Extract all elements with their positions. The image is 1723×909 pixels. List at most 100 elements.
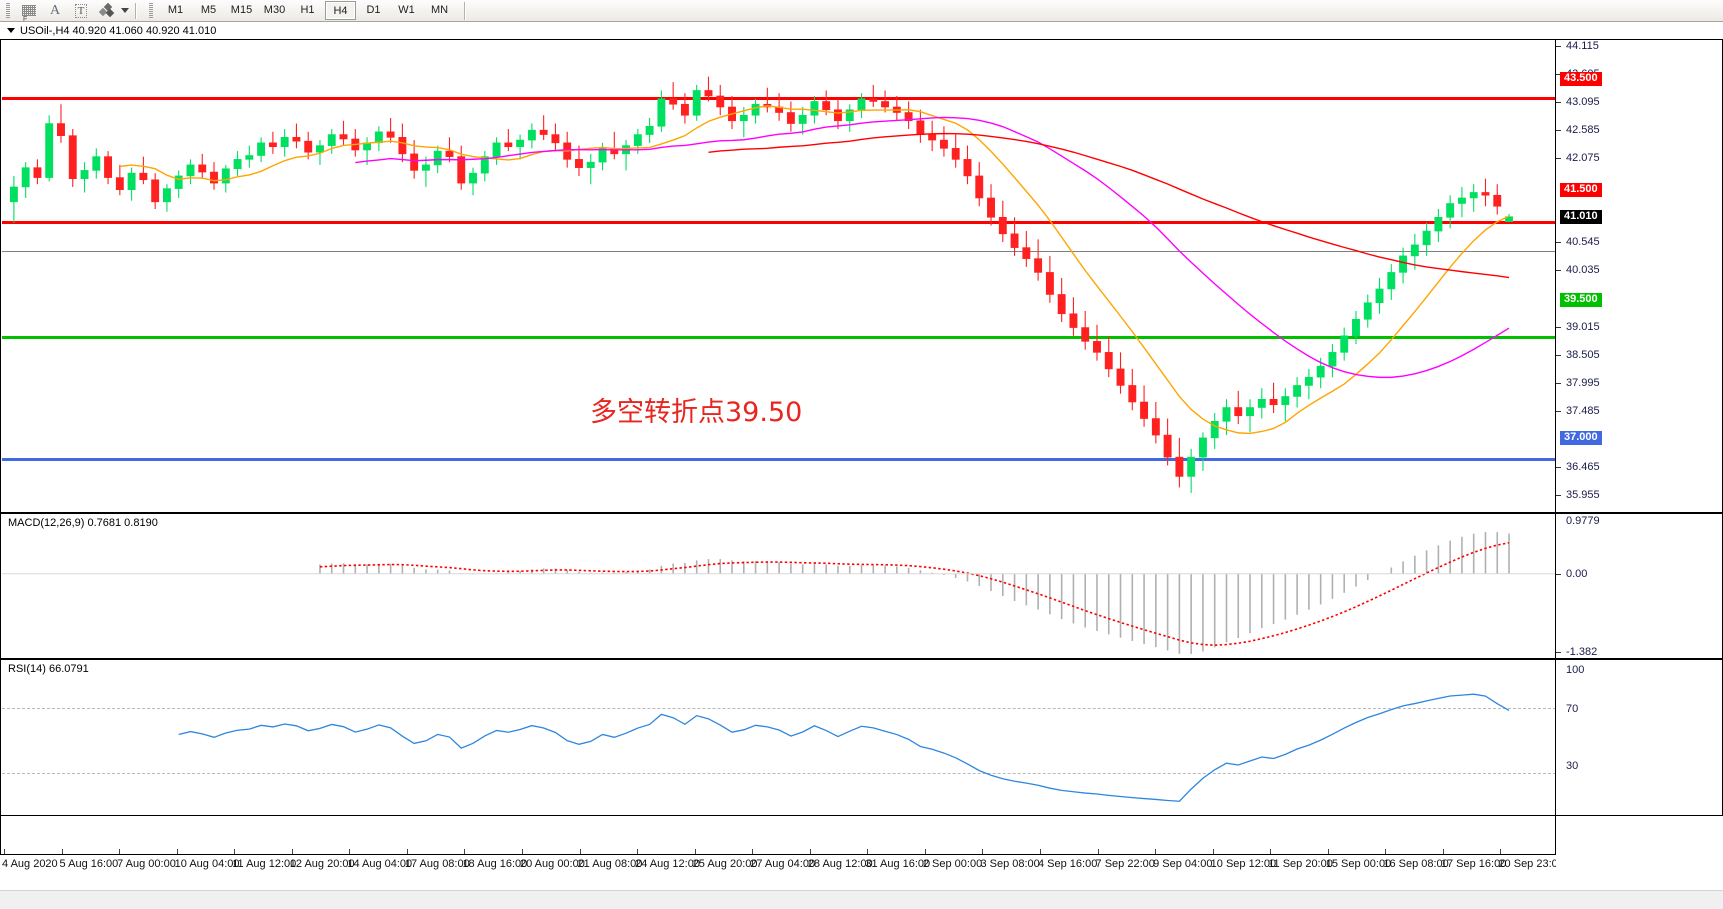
macd-axis-tick: -1.382: [1556, 646, 1597, 658]
price-axis-tick: 37.485: [1556, 405, 1600, 417]
time-axis-tick: [4, 849, 5, 854]
time-axis-tick: [694, 849, 696, 854]
rsi-overbought-line: [2, 708, 1556, 709]
timeframe-d1[interactable]: D1: [366, 4, 381, 16]
price-axis-tick: 35.955: [1556, 489, 1600, 501]
rsi-series-layer: [178, 693, 1510, 802]
time-axis-tick: [924, 849, 926, 854]
toolbar-grip[interactable]: [6, 2, 10, 19]
time-axis-label: 4 Aug 2020: [2, 858, 58, 870]
price-axis-badge[interactable]: 41.010: [1560, 209, 1602, 224]
price-axis-tick: 38.505: [1556, 349, 1600, 361]
time-axis-tick: [1327, 849, 1329, 854]
timeframe-mn[interactable]: MN: [430, 4, 449, 16]
price-axis-tick: 39.015: [1556, 321, 1600, 333]
time-axis-label: 7 Aug 00:00: [117, 858, 176, 870]
grid-crosshair-icon[interactable]: [16, 1, 42, 23]
price-axis-badge[interactable]: 37.000: [1560, 430, 1602, 445]
time-axis-label: 5 Aug 16:00: [59, 858, 119, 870]
time-axis-tick: [1097, 849, 1099, 854]
toolbar-end-divider: [464, 1, 466, 20]
text-label-tool-icon[interactable]: T: [68, 1, 94, 21]
time-axis-tick: [1270, 849, 1272, 854]
price-axis-tick: 37.995: [1556, 377, 1600, 389]
time-axis-label: 16 Sep 08:00: [1383, 858, 1449, 870]
time-axis-tick: [176, 849, 178, 854]
price-chart-panel[interactable]: 多空转折点39.50 44.11543.60543.09542.58542.07…: [0, 40, 1723, 513]
macd-panel[interactable]: MACD(12,26,9) 0.7681 0.8190 0.9779 0.00 -1…: [0, 513, 1723, 659]
price-axis-badge[interactable]: 41.500: [1560, 182, 1602, 197]
price-plot-area[interactable]: 多空转折点39.50: [2, 40, 1556, 512]
rsi-axis-tick: 70: [1566, 702, 1579, 715]
time-axis-tick: [809, 849, 811, 854]
drawing-objects-icon[interactable]: [94, 1, 120, 21]
time-axis-tick: [234, 849, 236, 854]
symbol-bar: USOil-,H4 40.920 41.060 40.920 41.010: [0, 22, 1723, 40]
time-axis-tick: [1155, 849, 1157, 854]
chart-annotation-text: 多空转折点39.50: [590, 397, 803, 428]
time-axis-label: 3 Sep 08:00: [980, 858, 1040, 870]
collapse-arrow-icon[interactable]: [7, 28, 15, 33]
time-axis-tick: [349, 849, 351, 854]
rsi-panel[interactable]: RSI(14) 66.0791 100 70 30: [0, 659, 1723, 816]
pivot-line-39500[interactable]: [2, 336, 1556, 339]
price-axis[interactable]: 44.11543.60543.09542.58542.07541.56541.0…: [1555, 40, 1722, 512]
timeframe-m1[interactable]: M1: [167, 4, 184, 16]
time-axis-label: 25 Aug 20:00: [692, 858, 758, 870]
timeframe-m5[interactable]: M5: [200, 4, 217, 16]
time-axis-tick: [982, 849, 984, 854]
axis-corner: [1556, 816, 1723, 890]
text-tool-icon[interactable]: A: [49, 2, 61, 18]
macd-series-layer: [2, 532, 1556, 654]
time-axis-label: 2 Sep 00:00: [922, 858, 983, 870]
timeframe-h4[interactable]: H4: [325, 1, 356, 20]
time-axis-label: 7 Sep 22:00: [1095, 858, 1155, 870]
time-axis-tick: [1385, 849, 1387, 854]
time-axis-label: 21 Aug 08:00: [577, 858, 643, 870]
timeframe-grip[interactable]: [149, 2, 153, 19]
rsi-plot-area[interactable]: RSI(14) 66.0791: [2, 660, 1556, 815]
chevron-down-icon[interactable]: [121, 8, 129, 13]
macd-plot-area[interactable]: MACD(12,26,9) 0.7681 0.8190: [2, 514, 1556, 658]
timeframe-m15[interactable]: M15: [230, 4, 253, 16]
timeframe-h1[interactable]: H1: [300, 4, 315, 16]
time-axis-tick: [522, 849, 523, 854]
time-axis-label: 10 Aug 04:00: [174, 858, 240, 870]
time-axis-label: 27 Aug 04:00: [750, 858, 816, 870]
macd-label: MACD(12,26,9) 0.7681 0.8190: [8, 517, 158, 529]
price-axis-badge[interactable]: 39.500: [1560, 292, 1602, 307]
time-axis-tick: [637, 849, 639, 854]
rsi-axis[interactable]: 100 70 30: [1555, 660, 1722, 815]
price-axis-tick: 36.465: [1556, 461, 1600, 473]
time-axis-tick: [1442, 849, 1444, 854]
time-axis-label: 15 Sep 00:00: [1325, 858, 1392, 870]
time-axis-tick: [406, 849, 408, 854]
support-line-37000[interactable]: [2, 458, 1556, 461]
price-axis-tick: 42.585: [1556, 124, 1600, 136]
time-axis-right-edge: [1555, 816, 1556, 854]
time-axis-label: 31 Aug 16:00: [865, 858, 931, 870]
time-axis-label: 24 Aug 12:00: [635, 858, 700, 870]
time-axis-label: 14 Aug 04:00: [347, 858, 413, 870]
time-axis-label: 28 Aug 12:00: [807, 858, 873, 870]
price-axis-tick: 40.035: [1556, 264, 1600, 276]
time-axis-tick: [291, 849, 293, 854]
macd-axis-tick: 0.00: [1556, 568, 1587, 580]
timeframe-w1[interactable]: W1: [398, 4, 415, 16]
macd-axis[interactable]: 0.9779 0.00 -1.382: [1555, 514, 1722, 658]
toolbar-divider: [135, 2, 137, 19]
time-axis-tick: [464, 849, 466, 854]
price-axis-badge[interactable]: 43.500: [1560, 72, 1602, 87]
time-axis-tick: [752, 849, 754, 854]
price-axis-tick: 40.545: [1556, 236, 1600, 248]
time-axis-tick: [1500, 849, 1502, 854]
time-axis-rule: [0, 854, 1556, 855]
rsi-axis-tick: 30: [1566, 760, 1579, 773]
time-axis-tick: [119, 849, 121, 854]
time-axis-label: 17 Aug 08:00: [404, 858, 470, 870]
time-axis-label: 20 Sep 23:00: [1498, 858, 1564, 870]
resistance-line-41500[interactable]: [2, 221, 1556, 224]
timeframe-m30[interactable]: M30: [263, 4, 286, 16]
